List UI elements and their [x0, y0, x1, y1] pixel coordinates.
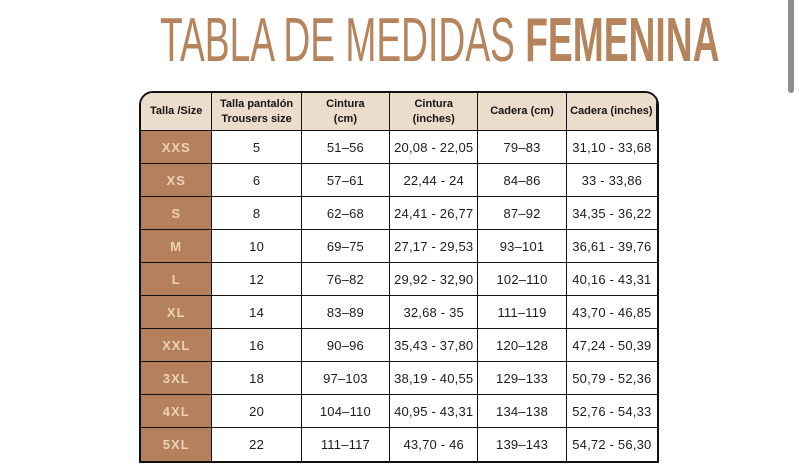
title-regular: TABLA DE MEDIDAS — [159, 6, 526, 75]
table-cell: 38,19 - 40,55 — [390, 362, 479, 395]
table-cell: 6 — [212, 164, 302, 197]
scrollbar-thumb[interactable] — [788, 0, 794, 93]
table-cell: 93–101 — [478, 230, 567, 263]
column-header-talla-size: Talla /Size — [141, 93, 213, 131]
column-header-cintura-inches: Cintura (inches) — [390, 93, 479, 131]
table-cell: 134–138 — [478, 395, 567, 428]
table-cell: 52,76 - 54,33 — [566, 395, 657, 428]
table-cell: 40,16 - 43,31 — [566, 263, 657, 296]
table-cell: 27,17 - 29,53 — [390, 230, 479, 263]
table-cell: 34,35 - 36,22 — [566, 197, 657, 230]
size-cell: 4XL — [141, 395, 213, 428]
title-bold: FEMENINA — [525, 6, 720, 75]
size-cell: L — [141, 263, 213, 296]
table-cell: 62–68 — [301, 197, 391, 230]
table-cell: 83–89 — [301, 296, 391, 329]
size-cell: XXS — [141, 131, 213, 164]
table-cell: 14 — [212, 296, 302, 329]
size-cell: M — [141, 230, 213, 263]
table-cell: 22,44 - 24 — [390, 164, 479, 197]
table-cell: 35,43 - 37,80 — [390, 329, 479, 362]
table-cell: 33 - 33,86 — [566, 164, 657, 197]
table-cell: 50,79 - 52,36 — [566, 362, 657, 395]
table-cell: 29,92 - 32,90 — [390, 263, 479, 296]
size-cell: 3XL — [141, 362, 213, 395]
column-header-trousers-size: Talla pantalón Trousers size — [212, 93, 302, 131]
size-cell: XS — [141, 164, 213, 197]
page-title: TABLA DE MEDIDAS FEMENINA — [160, 10, 719, 72]
table-cell: 120–128 — [478, 329, 567, 362]
size-cell: XXL — [141, 329, 213, 362]
column-header-cadera-inches: Cadera (inches) — [566, 93, 657, 131]
table-cell: 36,61 - 39,76 — [566, 230, 657, 263]
table-cell: 24,41 - 26,77 — [390, 197, 479, 230]
table-cell: 87–92 — [478, 197, 567, 230]
table-cell: 79–83 — [478, 131, 567, 164]
table-cell: 43,70 - 46,85 — [566, 296, 657, 329]
table-cell: 8 — [212, 197, 302, 230]
table-cell: 111–117 — [301, 428, 391, 461]
table-cell: 18 — [212, 362, 302, 395]
table-cell: 5 — [212, 131, 302, 164]
table-cell: 40,95 - 43,31 — [390, 395, 479, 428]
table-cell: 51–56 — [301, 131, 391, 164]
size-table: Talla /Size Talla pantalón Trousers size… — [139, 91, 659, 463]
table-cell: 102–110 — [478, 263, 567, 296]
table-cell: 32,68 - 35 — [390, 296, 479, 329]
column-header-cadera-cm: Cadera (cm) — [478, 93, 567, 131]
table-cell: 31,10 - 33,68 — [566, 131, 657, 164]
table-cell: 76–82 — [301, 263, 391, 296]
table-cell: 104–110 — [301, 395, 391, 428]
table-cell: 47,24 - 50,39 — [566, 329, 657, 362]
table-cell: 54,72 - 56,30 — [566, 428, 657, 461]
table-cell: 139–143 — [478, 428, 567, 461]
table-cell: 10 — [212, 230, 302, 263]
table-cell: 20 — [212, 395, 302, 428]
size-cell: S — [141, 197, 213, 230]
table-cell: 57–61 — [301, 164, 391, 197]
table-cell: 84–86 — [478, 164, 567, 197]
table-cell: 16 — [212, 329, 302, 362]
table-cell: 97–103 — [301, 362, 391, 395]
table-cell: 111–119 — [478, 296, 567, 329]
table-cell: 20,08 - 22,05 — [390, 131, 479, 164]
table-cell: 43,70 - 46 — [390, 428, 479, 461]
column-header-cintura-cm: Cintura (cm) — [301, 93, 391, 131]
size-cell: 5XL — [141, 428, 213, 461]
table-cell: 69–75 — [301, 230, 391, 263]
table-cell: 90–96 — [301, 329, 391, 362]
size-cell: XL — [141, 296, 213, 329]
table-cell: 12 — [212, 263, 302, 296]
table-cell: 129–133 — [478, 362, 567, 395]
table-cell: 22 — [212, 428, 302, 461]
